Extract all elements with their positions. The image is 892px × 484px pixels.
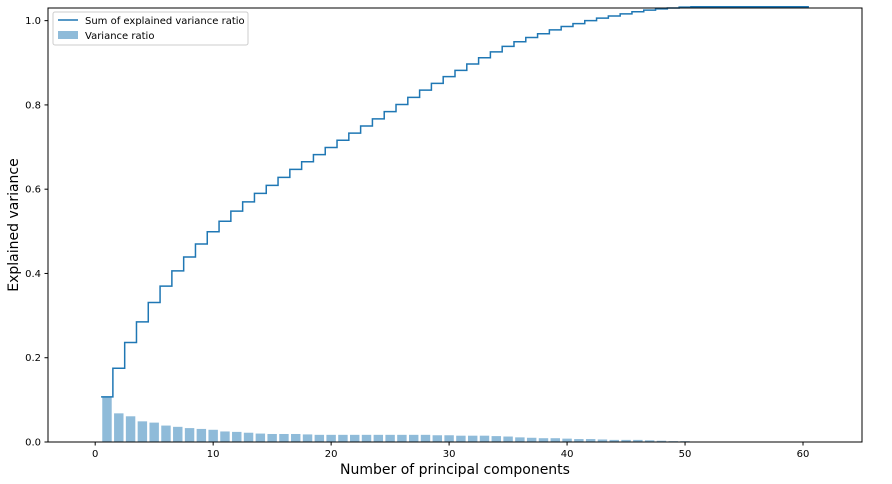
x-tick-label: 10 xyxy=(207,449,220,460)
y-tick-label: 0.4 xyxy=(25,269,41,280)
variance-bar xyxy=(255,433,266,442)
variance-bar xyxy=(350,434,360,442)
variance-bar xyxy=(243,432,254,442)
variance-bar xyxy=(503,436,513,442)
variance-bar xyxy=(656,440,667,442)
variance-bar xyxy=(361,434,372,442)
variance-bar xyxy=(585,439,596,442)
variance-bar xyxy=(444,435,454,442)
y-tick-label: 0.8 xyxy=(25,100,41,111)
variance-bar xyxy=(114,413,124,442)
variance-bar xyxy=(526,437,537,442)
variance-bar xyxy=(420,434,431,442)
y-tick-label: 1.0 xyxy=(25,16,41,27)
variance-bar xyxy=(644,440,655,442)
variance-bar xyxy=(173,426,183,442)
y-tick-label: 0.6 xyxy=(25,185,41,196)
x-axis-ticks: 0 10 20 30 40 50 60 xyxy=(92,442,809,460)
variance-bar xyxy=(467,435,478,442)
x-tick-label: 50 xyxy=(679,449,692,460)
variance-bar xyxy=(562,438,572,442)
variance-bar xyxy=(208,429,218,442)
variance-bar xyxy=(102,396,112,442)
variance-bar xyxy=(491,436,502,442)
variance-bar xyxy=(456,435,466,442)
x-axis-label: Number of principal components xyxy=(340,462,570,478)
variance-bar xyxy=(137,421,148,442)
variance-bar xyxy=(515,437,525,442)
variance-bar xyxy=(161,425,171,442)
variance-bar xyxy=(314,434,325,442)
variance-ratio-bars xyxy=(102,396,702,442)
variance-bar xyxy=(220,431,230,442)
x-tick-label: 0 xyxy=(92,449,98,460)
variance-bar xyxy=(597,439,608,442)
variance-bar xyxy=(574,439,584,442)
legend-swatch-bars xyxy=(58,31,78,39)
variance-bar xyxy=(149,422,159,442)
legend-label-sum-of-explained-variance: Sum of explained variance ratio xyxy=(85,16,245,27)
variance-bar xyxy=(373,434,384,442)
y-tick-label: 0.0 xyxy=(25,438,41,449)
variance-bar xyxy=(338,434,348,442)
y-axis-label: Explained variance xyxy=(6,158,22,291)
variance-bar xyxy=(479,435,490,442)
legend: Sum of explained variance ratio Variance… xyxy=(52,11,249,46)
y-tick-label: 0.2 xyxy=(25,353,41,364)
variance-bar xyxy=(432,435,443,442)
x-tick-label: 20 xyxy=(325,449,338,460)
variance-bar xyxy=(397,434,407,442)
cumulative-variance-step-line xyxy=(101,5,809,398)
variance-bar xyxy=(302,434,313,442)
variance-bar xyxy=(408,434,419,442)
variance-bar xyxy=(196,428,207,442)
variance-bar xyxy=(267,433,277,442)
x-tick-label: 60 xyxy=(797,449,810,460)
variance-bar xyxy=(550,438,560,442)
cumulative-variance-line xyxy=(101,5,809,398)
variance-bar xyxy=(291,433,301,442)
variance-bar xyxy=(232,431,242,442)
variance-bar xyxy=(125,416,136,442)
variance-bar xyxy=(621,439,631,442)
legend-label-variance-ratio: Variance ratio xyxy=(85,31,154,42)
variance-bar xyxy=(385,434,395,442)
variance-bar xyxy=(633,439,643,442)
x-tick-label: 40 xyxy=(561,449,574,460)
variance-bar xyxy=(279,433,289,442)
variance-bar xyxy=(538,438,549,442)
variance-bar xyxy=(184,428,195,442)
legend-box xyxy=(52,11,249,46)
plot-frame xyxy=(47,7,863,443)
variance-bar xyxy=(326,434,336,442)
x-tick-label: 30 xyxy=(443,449,456,460)
y-axis-ticks: 0.0 0.2 0.4 0.6 0.8 1.0 xyxy=(25,16,48,449)
variance-bar xyxy=(609,439,619,442)
